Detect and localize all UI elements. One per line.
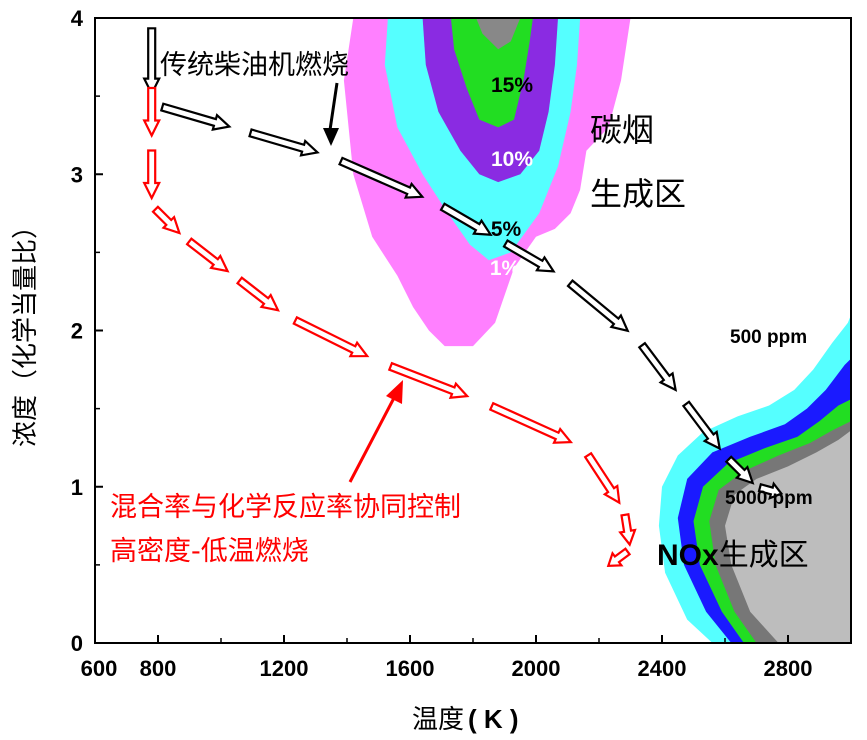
soot-label-10: 10%: [491, 148, 533, 171]
path-1-arrow: [502, 238, 556, 273]
nox-contour-band-5: [725, 430, 851, 643]
x-tick-label: 2000: [512, 656, 561, 681]
x-axis-title-text: 温度: [412, 705, 464, 735]
path-1-arrow: [142, 27, 161, 97]
nox-region: [658, 314, 851, 643]
path-2-arrow: [235, 276, 280, 312]
path-2-arrow: [142, 149, 161, 201]
soot-label-1: 1%: [490, 257, 521, 280]
soot-contour-band-5: [476, 18, 521, 50]
y-tick-label: 4: [71, 6, 84, 31]
x-tick-label: 1200: [260, 656, 309, 681]
path-2-arrow: [618, 513, 637, 547]
nox-label-5000ppm: 5000 ppm: [725, 488, 813, 509]
x-tick-label: 600: [81, 656, 118, 681]
x-tick-label: 800: [140, 656, 177, 681]
nox-region-title: NOx生成区: [657, 538, 809, 573]
path-2-arrow: [142, 86, 161, 138]
x-tick-label: 1600: [386, 656, 435, 681]
path-1-arrow: [724, 455, 755, 485]
x-tick-label: 2400: [638, 656, 687, 681]
path-2-arrow: [583, 451, 621, 505]
axis-ticks: 600 800 1200 1600 2000 2400 2800 0 1 2 3 4: [71, 6, 813, 681]
path-2-arrow: [151, 205, 182, 235]
nox-region-title-cn: 生成区: [719, 538, 809, 573]
soot-label-15: 15%: [491, 74, 533, 97]
y-axis-title: 浓度（化学当量比）: [11, 213, 41, 447]
soot-contour-band-4: [450, 18, 533, 128]
ltc-annotation-line2: 高密度-低温燃烧: [110, 536, 309, 567]
path-1-arrow: [159, 102, 232, 131]
nox-label-500ppm: 500 ppm: [730, 327, 807, 348]
soot-region: [343, 18, 631, 347]
x-axis-title: 温度( K ): [412, 704, 519, 735]
x-tick-label: 2800: [764, 656, 813, 681]
path-2-arrow: [606, 547, 632, 567]
conventional-pointer-arrow: [323, 82, 339, 146]
path-1-arrow: [248, 128, 320, 157]
y-tick-label: 3: [71, 162, 83, 187]
path-2-arrow: [387, 361, 470, 399]
path-1-arrow: [637, 341, 678, 392]
ltc-annotation-line1: 混合率与化学反应率协同控制: [110, 492, 461, 523]
nox-region-title-en: NOx: [657, 539, 719, 572]
combustion-paths: [142, 27, 784, 567]
soot-region-title-1: 碳烟: [590, 111, 654, 149]
y-tick-label: 1: [71, 475, 83, 500]
ltc-pointer-arrow: [348, 380, 403, 483]
y-tick-label: 2: [71, 319, 83, 344]
path-1-arrow: [566, 279, 630, 333]
path-1-arrow: [338, 156, 425, 199]
path-1-arrow: [757, 481, 784, 501]
soot-region-title-2: 生成区: [590, 175, 686, 213]
conventional-annotation: 传统柴油机燃烧: [160, 50, 349, 81]
soot-label-5: 5%: [491, 218, 522, 241]
path-2-arrow: [488, 401, 574, 444]
path-1-arrow: [681, 400, 722, 451]
x-axis-unit: ( K ): [468, 704, 519, 734]
path-2-arrow: [292, 315, 370, 358]
path-1-arrow: [439, 202, 493, 236]
path-2-arrow: [185, 237, 230, 273]
y-tick-label: 0: [71, 631, 83, 656]
